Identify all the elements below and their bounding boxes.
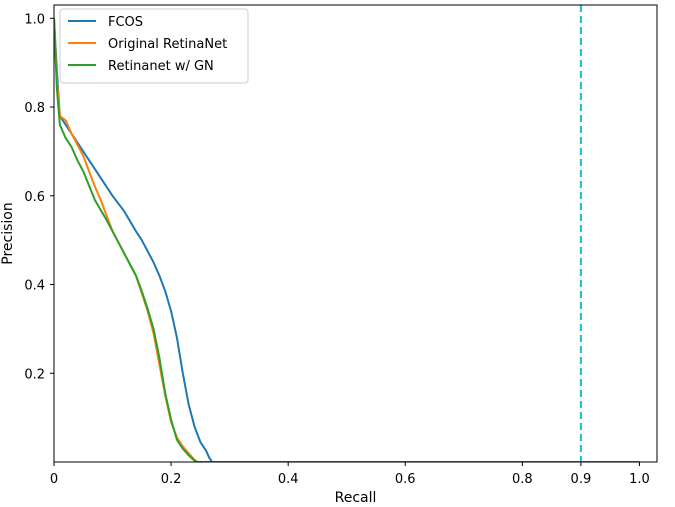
x-tick-label: 0 xyxy=(50,472,58,487)
x-tick-label: 0.2 xyxy=(161,472,182,487)
y-tick-label: 0.4 xyxy=(24,279,45,294)
plot-frame xyxy=(53,4,658,463)
x-axis-label: Recall xyxy=(335,490,377,506)
legend-label-3: Retinanet w/ GN xyxy=(108,59,214,74)
legend-frame xyxy=(59,8,249,84)
legend-label-2: Original RetinaNet xyxy=(108,37,227,52)
legend: FCOS Original RetinaNet Retinanet w/ GN xyxy=(59,8,249,84)
x-tick-label: 0.8 xyxy=(512,472,533,487)
y-tick-label: 0.8 xyxy=(24,101,45,116)
x-tick-label: 0.6 xyxy=(395,472,416,487)
y-tick-label: 1.0 xyxy=(24,12,45,27)
x-tick-label: 0.4 xyxy=(278,472,299,487)
y-axis-label: Precision xyxy=(0,202,16,264)
x-tick-label: 1.0 xyxy=(629,472,650,487)
series-line-3 xyxy=(54,18,640,462)
y-tick-label: 0.2 xyxy=(24,367,45,382)
y-tick-label: 0.6 xyxy=(24,190,45,205)
legend-label-1: FCOS xyxy=(108,15,143,30)
x-tick-label: 0.9 xyxy=(571,472,592,487)
series-line-1 xyxy=(54,18,640,462)
